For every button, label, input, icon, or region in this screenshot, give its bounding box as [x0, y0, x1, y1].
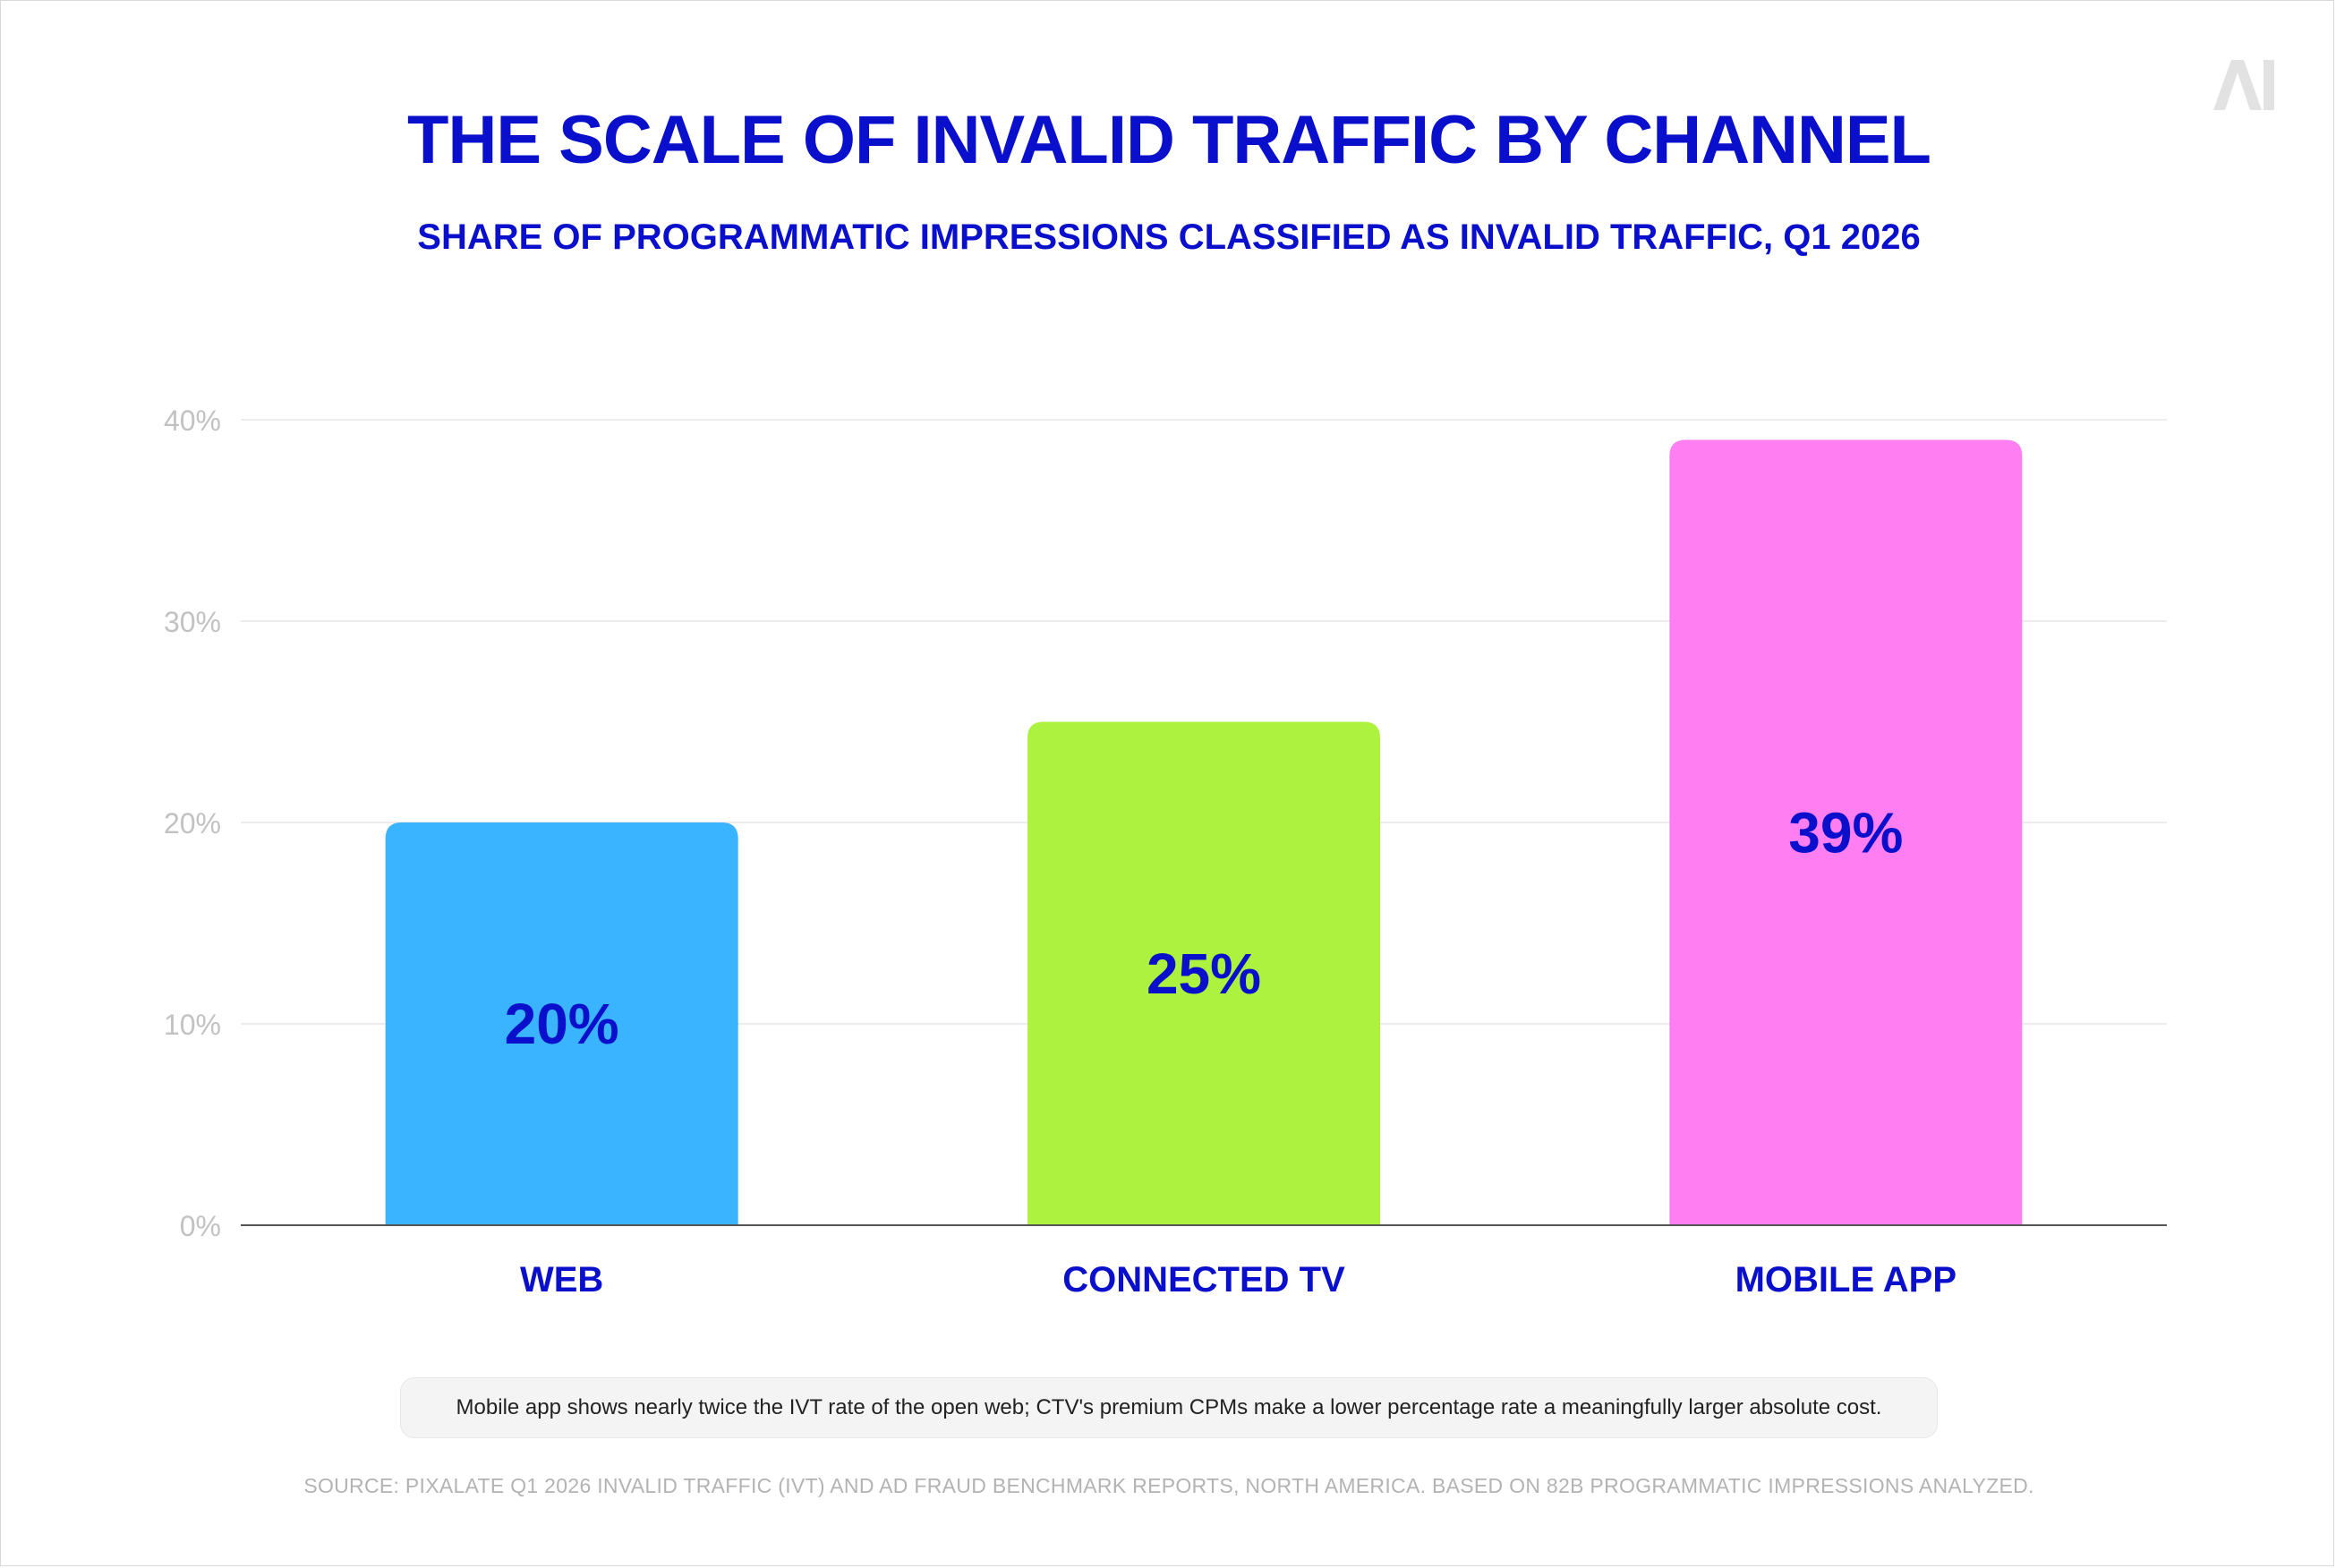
bar: [1027, 721, 1380, 1225]
x-category-label: CONNECTED TV: [1062, 1260, 1345, 1300]
data-label: 20%: [505, 992, 619, 1056]
source-footnote: SOURCE: PIXALATE Q1 2026 INVALID TRAFFIC…: [303, 1474, 2034, 1497]
data-label: 25%: [1147, 942, 1261, 1006]
data-label: 39%: [1788, 800, 1903, 865]
annotation-note: Mobile app shows nearly twice the IVT ra…: [400, 1377, 1938, 1438]
bar: [1669, 439, 2023, 1225]
y-tick-label: 10%: [164, 1009, 221, 1041]
y-tick-label: 0%: [180, 1210, 221, 1242]
chart-title: THE SCALE OF INVALID TRAFFIC BY CHANNEL: [407, 102, 1931, 178]
y-tick-label: 40%: [164, 405, 221, 437]
bar: [385, 822, 738, 1225]
x-category-label: WEB: [520, 1260, 603, 1300]
brand-logo-icon: [2213, 60, 2274, 110]
x-category-label: MOBILE APP: [1735, 1260, 1957, 1300]
y-tick-label: 20%: [164, 807, 221, 839]
chart-subtitle: SHARE OF PROGRAMMATIC IMPRESSIONS CLASSI…: [417, 217, 1921, 257]
bar-chart: 0% 10% 20% 30% 40% 20% WEB 25% CONNECTED TV 39% MO…: [164, 405, 2167, 1300]
y-tick-label: 30%: [164, 606, 221, 638]
